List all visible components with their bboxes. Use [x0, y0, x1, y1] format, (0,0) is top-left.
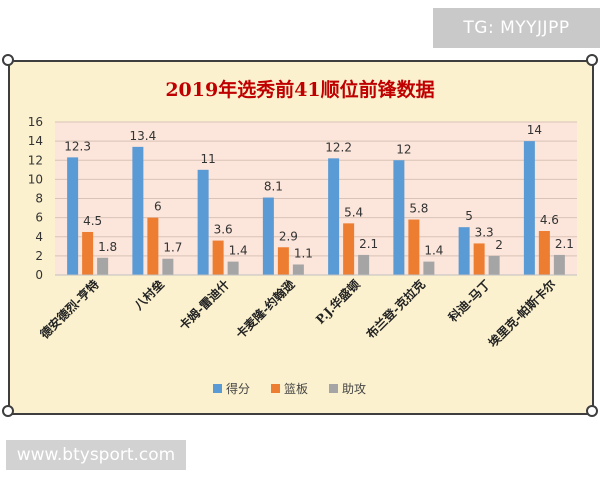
bar-得分 — [458, 227, 470, 275]
data-label: 1.4 — [424, 244, 443, 258]
y-tick-label: 8 — [35, 192, 43, 206]
data-label: 14 — [527, 123, 542, 137]
y-tick-label: 0 — [35, 268, 43, 282]
watermark-badge: TG: MYYJJPP — [433, 8, 600, 48]
bar-助攻 — [162, 258, 174, 275]
y-tick-label: 10 — [28, 172, 43, 186]
bar-篮板 — [82, 231, 94, 275]
data-label: 8.1 — [264, 180, 283, 194]
bar-篮板 — [147, 217, 159, 275]
data-label: 2 — [495, 238, 503, 252]
y-tick-label: 2 — [35, 249, 43, 263]
bar-篮板 — [212, 240, 224, 275]
data-label: 1.1 — [294, 246, 313, 260]
y-tick-label: 4 — [35, 230, 43, 244]
bar-篮板 — [473, 243, 485, 275]
data-label: 6 — [154, 200, 162, 214]
legend-label: 助攻 — [342, 382, 366, 396]
bar-得分 — [262, 197, 274, 275]
data-label: 4.6 — [540, 213, 559, 227]
data-label: 2.1 — [359, 237, 378, 251]
bar-助攻 — [97, 257, 109, 275]
x-tick-label: P.J.华盛顿 — [312, 277, 362, 327]
data-label: 13.4 — [130, 129, 157, 143]
legend-swatch — [329, 384, 338, 393]
data-label: 5.8 — [409, 202, 428, 216]
data-label: 5 — [465, 209, 473, 223]
data-label: 2.1 — [555, 237, 574, 251]
data-label: 3.3 — [475, 225, 494, 239]
bar-助攻 — [227, 261, 239, 275]
bar-得分 — [197, 169, 209, 275]
x-tick-label: 布兰登-克拉克 — [363, 277, 428, 342]
frame-corner-bottom-left — [2, 405, 14, 417]
y-tick-label: 16 — [28, 115, 43, 129]
bar-得分 — [328, 158, 340, 275]
bar-助攻 — [423, 261, 435, 275]
x-tick-label: 卡麦隆-约翰逊 — [232, 277, 297, 342]
bar-篮板 — [343, 223, 355, 275]
bar-篮板 — [408, 219, 420, 275]
watermark-url: www.btysport.com — [6, 440, 186, 470]
y-tick-label: 12 — [28, 153, 43, 167]
data-label: 1.8 — [98, 240, 117, 254]
data-label: 12.2 — [325, 140, 352, 154]
legend-swatch — [213, 384, 222, 393]
frame-corner-top-left — [2, 54, 14, 66]
bar-助攻 — [292, 264, 304, 275]
x-tick-label: 卡姆-雷迪什 — [176, 277, 233, 334]
bar-篮板 — [538, 231, 550, 275]
bar-得分 — [132, 146, 144, 275]
bar-篮板 — [277, 247, 289, 275]
data-label: 12.3 — [64, 139, 91, 153]
bar-助攻 — [488, 255, 500, 275]
data-label: 4.5 — [83, 214, 102, 228]
data-label: 2.9 — [279, 229, 298, 243]
legend-label: 得分 — [226, 381, 250, 396]
x-tick-label: 埃里克-帕斯卡尔 — [485, 277, 559, 351]
bar-助攻 — [358, 254, 370, 275]
data-label: 5.4 — [344, 205, 363, 219]
x-tick-label: 德安德烈-亨特 — [37, 277, 102, 342]
data-label: 11 — [200, 152, 215, 166]
legend-label: 篮板 — [284, 381, 308, 396]
data-label: 1.7 — [163, 241, 182, 255]
frame-corner-bottom-right — [586, 405, 598, 417]
data-label: 3.6 — [214, 223, 233, 237]
bar-得分 — [393, 160, 405, 275]
chart-title: 2019年选秀前41顺位前锋数据 — [165, 79, 435, 101]
bar-助攻 — [553, 254, 565, 275]
data-label: 1.4 — [229, 244, 248, 258]
y-tick-label: 6 — [35, 211, 43, 225]
bar-得分 — [523, 141, 535, 275]
legend-swatch — [271, 384, 280, 393]
bar-得分 — [67, 157, 79, 275]
frame-corner-top-right — [586, 54, 598, 66]
data-label: 12 — [396, 142, 411, 156]
x-tick-label: 科迪-马丁 — [445, 277, 493, 325]
y-tick-label: 14 — [28, 134, 43, 148]
x-tick-label: 八村垒 — [130, 277, 167, 314]
